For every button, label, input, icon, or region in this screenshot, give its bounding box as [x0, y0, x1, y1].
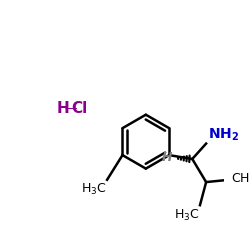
Text: —: —: [64, 102, 77, 115]
Text: Cl: Cl: [71, 101, 88, 116]
Text: $\mathregular{CH_3}$: $\mathregular{CH_3}$: [231, 172, 250, 187]
Text: $\mathregular{H_3C}$: $\mathregular{H_3C}$: [81, 182, 106, 197]
Text: H: H: [162, 151, 172, 164]
Text: H: H: [56, 101, 69, 116]
Text: $\mathregular{NH_2}$: $\mathregular{NH_2}$: [208, 126, 239, 143]
Text: $\mathregular{H_3C}$: $\mathregular{H_3C}$: [174, 208, 199, 222]
